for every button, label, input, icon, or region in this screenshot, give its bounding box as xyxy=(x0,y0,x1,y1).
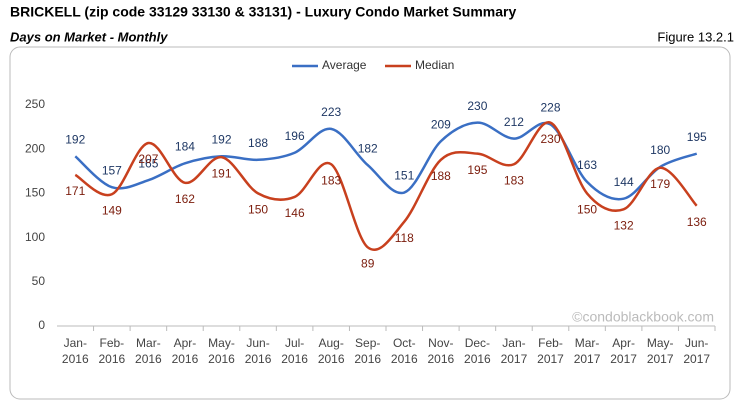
x-tick-label: Mar-2017 xyxy=(574,336,601,366)
data-label: 149 xyxy=(102,203,122,217)
x-tick-label: Dec-2016 xyxy=(464,336,491,366)
data-label: 132 xyxy=(614,218,634,232)
data-label: 230 xyxy=(540,132,560,146)
x-tick-label: May-2016 xyxy=(208,336,235,366)
data-label: 184 xyxy=(175,140,195,154)
x-tick-label: Aug-2016 xyxy=(318,336,345,366)
data-label: 191 xyxy=(211,166,231,180)
x-tick-label: Sep-2016 xyxy=(354,336,381,366)
line xyxy=(74,121,698,251)
y-tick-label: 50 xyxy=(32,274,46,288)
data-label: 192 xyxy=(211,132,231,146)
data-label: 136 xyxy=(687,215,707,229)
data-label: 182 xyxy=(358,141,378,155)
chart-title: BRICKELL (zip code 33129 33130 & 33131) … xyxy=(10,4,516,20)
data-label: 195 xyxy=(467,163,487,177)
x-tick-label: Jan-2017 xyxy=(501,336,528,366)
data-label: 196 xyxy=(285,129,305,143)
watermark: ©condoblackbook.com xyxy=(572,309,714,325)
x-tick-label: Mar-2016 xyxy=(135,336,162,366)
y-tick-label: 100 xyxy=(25,230,45,244)
data-label: 230 xyxy=(467,99,487,113)
chart-frame xyxy=(9,46,731,400)
line xyxy=(74,121,698,201)
data-label: 207 xyxy=(138,152,158,166)
data-label: 165 xyxy=(138,156,158,170)
data-label: 89 xyxy=(361,256,375,270)
y-tick-label: 150 xyxy=(25,186,45,200)
x-tick-label: Jun-2016 xyxy=(245,336,272,366)
data-label: 195 xyxy=(687,130,707,144)
data-label: 118 xyxy=(395,231,414,245)
data-label: 209 xyxy=(431,117,451,131)
data-label: 150 xyxy=(577,203,597,217)
y-tick-label: 250 xyxy=(25,97,45,111)
x-tick-label: May-2017 xyxy=(647,336,674,366)
data-label: 150 xyxy=(248,203,268,217)
x-tick-label: Apr-2017 xyxy=(610,336,637,366)
x-tick-label: Jul-2016 xyxy=(281,336,308,366)
data-label: 180 xyxy=(650,143,670,157)
data-label: 228 xyxy=(540,101,560,115)
data-label: 144 xyxy=(614,175,634,189)
data-label: 162 xyxy=(175,192,195,206)
y-tick-label: 0 xyxy=(38,318,45,332)
x-tick-label: Oct-2016 xyxy=(391,336,418,366)
x-tick-label: Apr-2016 xyxy=(172,336,199,366)
x-tick-label: Jun-2017 xyxy=(683,336,710,366)
y-tick-label: 200 xyxy=(25,141,45,155)
legend-label: Average xyxy=(322,58,367,72)
data-label: 188 xyxy=(248,136,268,150)
x-tick-label: Feb-2016 xyxy=(98,336,125,366)
data-label: 163 xyxy=(577,158,597,172)
x-tick-label: Nov-2016 xyxy=(427,336,454,366)
data-label: 183 xyxy=(504,173,524,187)
data-label: 151 xyxy=(394,169,414,183)
data-label: 146 xyxy=(285,206,305,220)
x-tick-label: Feb-2017 xyxy=(537,336,564,366)
data-label: 188 xyxy=(431,169,451,183)
data-label: 171 xyxy=(65,184,85,198)
data-label: 179 xyxy=(650,177,670,191)
data-label: 192 xyxy=(65,132,85,146)
figure-label: Figure 13.2.1 xyxy=(657,29,734,44)
chart-subtitle: Days on Market - Monthly xyxy=(10,29,168,44)
x-tick-label: Jan-2016 xyxy=(62,336,89,366)
data-label: 223 xyxy=(321,105,341,119)
data-label: 157 xyxy=(102,163,122,177)
data-label: 212 xyxy=(504,115,524,129)
data-label: 183 xyxy=(321,173,341,187)
legend-label: Median xyxy=(415,58,454,72)
